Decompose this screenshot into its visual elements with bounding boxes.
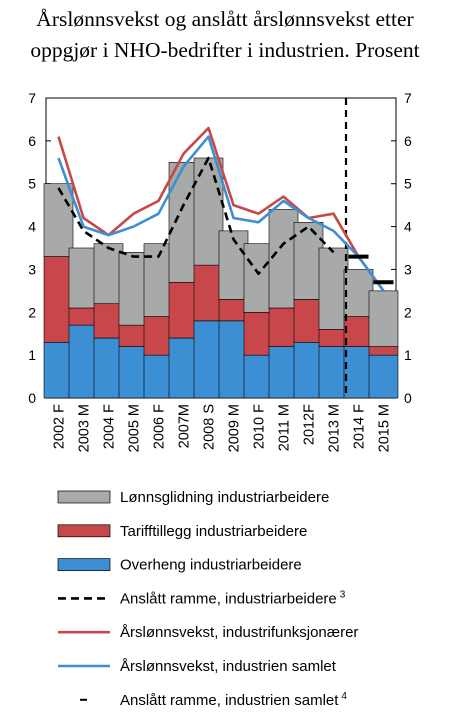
- bar-segment-0: [118, 346, 149, 399]
- legend-item: Overheng industriarbeidere: [57, 557, 302, 574]
- bar-segment-0: [143, 354, 174, 399]
- bar-segment-1: [143, 316, 174, 356]
- y-tick-label-left: 1: [28, 347, 36, 363]
- bar-segment-0: [368, 354, 399, 399]
- x-category-label: 2003 M: [77, 404, 93, 452]
- y-tick-label-right: 4: [404, 219, 412, 235]
- x-category-label: 2008 S: [202, 404, 218, 450]
- line-series-1: [57, 126, 385, 292]
- y-tick-label-left: 5: [28, 176, 36, 192]
- bar-segment-2: [93, 243, 124, 305]
- x-category-label: 2010 F: [252, 404, 268, 449]
- legend-item: Tarifftillegg industriarbeidere: [57, 523, 307, 540]
- bar-segment-0: [268, 346, 299, 399]
- chart-title-line-1: Årslønnsvekst og anslått årslønnsvekst e…: [36, 7, 414, 31]
- bar-segment-0: [43, 341, 74, 399]
- x-category-label: 2013 M: [327, 404, 343, 452]
- y-tick-label-left: 6: [28, 133, 36, 149]
- y-tick-label-right: 5: [404, 176, 412, 192]
- bar-segment-2: [318, 247, 349, 330]
- bar-segment-2: [268, 209, 299, 309]
- chart-title: Årslønnsvekst og anslått årslønnsvekst e…: [0, 4, 450, 66]
- bar-segment-1: [243, 311, 274, 356]
- y-tick-label-left: 3: [28, 261, 36, 277]
- x-category-label: 2015 M: [377, 404, 393, 452]
- bar-segment-2: [293, 221, 324, 300]
- bar-segment-2: [368, 290, 399, 347]
- y-tick-label-right: 0: [404, 390, 412, 406]
- bar-segment-1: [293, 299, 324, 343]
- bar-segment-0: [293, 341, 324, 399]
- legend-label: Anslått ramme, industrien samlet 4: [120, 691, 347, 709]
- bar-segment-1: [68, 307, 99, 326]
- y-tick-label-left: 4: [28, 219, 36, 235]
- y-tick-label-right: 7: [404, 90, 412, 106]
- bar-segment-0: [218, 320, 249, 399]
- bar-segment-2: [243, 243, 274, 313]
- legend-footnote: 4: [341, 691, 347, 702]
- x-category-label: 2004 F: [102, 404, 118, 449]
- bar-segment-1: [168, 281, 199, 339]
- legend-label: Tarifftillegg industriarbeidere: [120, 523, 307, 540]
- legend-label: Overheng industriarbeidere: [120, 557, 302, 574]
- bar-segment-2: [68, 247, 99, 309]
- legend-swatch: [57, 558, 111, 571]
- x-category-label: 2011 M: [277, 404, 293, 451]
- y-tick-label-right: 6: [404, 133, 412, 149]
- legend-label: Anslått ramme, industriarbeidere 3: [120, 589, 346, 607]
- y-tick-label-left: 7: [28, 90, 36, 106]
- bar-segment-1: [268, 307, 299, 347]
- y-tick-label-left: 2: [28, 304, 36, 320]
- bar-segment-1: [193, 264, 224, 322]
- bar-segment-0: [343, 346, 374, 399]
- x-category-label: 2005 M: [127, 404, 143, 452]
- y-tick-label-right: 2: [404, 304, 412, 320]
- legend-label: Lønnsglidning industriarbeidere: [120, 489, 329, 506]
- x-category-label: 2012F: [302, 404, 318, 445]
- bar-segment-0: [193, 320, 224, 399]
- legend-label: Årslønnsvekst, industrien samlet: [120, 658, 337, 675]
- legend-item: Årslønnsvekst, industrien samlet: [58, 658, 337, 675]
- x-category-label: 2006 F: [152, 404, 168, 449]
- bar-segment-0: [318, 346, 349, 399]
- x-category-label: 2002 F: [52, 404, 68, 449]
- legend-swatch: [57, 524, 111, 538]
- x-category-label: 2009 M: [227, 404, 243, 452]
- x-category-label: 2007M: [177, 404, 193, 448]
- legend-swatch: [57, 490, 111, 504]
- bar-segment-2: [118, 251, 149, 326]
- bar-segment-0: [243, 354, 274, 399]
- bar-segment-2: [218, 230, 249, 300]
- legend-item: Anslått ramme, industrien samlet 4: [80, 691, 347, 709]
- bar-segment-1: [93, 303, 124, 339]
- line-series-2: [57, 135, 385, 292]
- bar-segment-0: [68, 324, 99, 399]
- chart-title-line-2: oppgjør i NHO-bedrifter i industrien. Pr…: [30, 38, 420, 62]
- bar-segment-2: [43, 183, 74, 257]
- line-series-0: [57, 156, 335, 275]
- y-tick-label-right: 1: [404, 347, 412, 363]
- bar-segment-2: [343, 269, 374, 317]
- bar-segment-1: [218, 299, 249, 322]
- legend-item: Anslått ramme, industriarbeidere 3: [58, 589, 346, 607]
- legend-item: Årslønnsvekst, industrifunksjonærer: [58, 624, 358, 641]
- bar-segment-1: [343, 316, 374, 347]
- y-tick-label-right: 3: [404, 261, 412, 277]
- bar-segment-1: [318, 329, 349, 347]
- bar-segment-1: [368, 346, 399, 356]
- x-category-label: 2014 F: [352, 404, 368, 449]
- legend-item: Lønnsglidning industriarbeidere: [57, 489, 329, 506]
- legend-label: Årslønnsvekst, industrifunksjonærer: [120, 624, 358, 641]
- bar-segment-1: [43, 256, 74, 343]
- bar-segment-0: [168, 337, 199, 399]
- legend-footnote: 3: [340, 589, 346, 600]
- bar-segment-2: [168, 161, 199, 283]
- y-tick-label-left: 0: [28, 390, 36, 406]
- bar-segment-1: [118, 324, 149, 347]
- bar-segment-0: [93, 337, 124, 399]
